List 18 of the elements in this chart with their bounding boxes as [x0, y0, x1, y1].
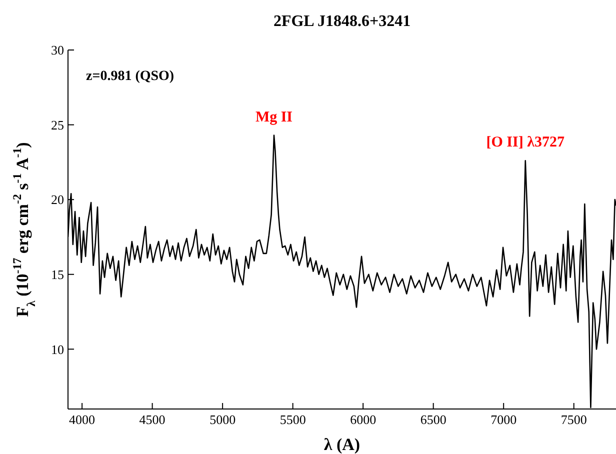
x-axis-title: λ (A) [324, 435, 360, 454]
y-tick-label: 15 [51, 266, 64, 282]
x-tick-label: 6500 [420, 412, 446, 428]
x-tick-label: 6000 [350, 412, 376, 428]
x-tick-label: 5500 [280, 412, 306, 428]
x-tick-label: 4000 [69, 412, 96, 428]
x-tick-label: 4500 [139, 412, 166, 428]
annotation: [O II] λ3727 [486, 134, 565, 151]
chart-title: 2FGL J1848.6+3241 [273, 13, 411, 30]
y-tick-label: 20 [51, 192, 64, 208]
y-tick-label: 30 [51, 42, 64, 58]
x-tick-label: 7000 [490, 412, 517, 428]
annotation: Mg II [255, 109, 293, 126]
y-tick-label: 10 [51, 342, 64, 357]
annotation: z=0.981 (QSO) [86, 69, 174, 84]
x-tick-label: 5000 [210, 412, 236, 428]
y-tick-label: 25 [51, 117, 64, 132]
x-tick-label: 7500 [560, 412, 587, 428]
